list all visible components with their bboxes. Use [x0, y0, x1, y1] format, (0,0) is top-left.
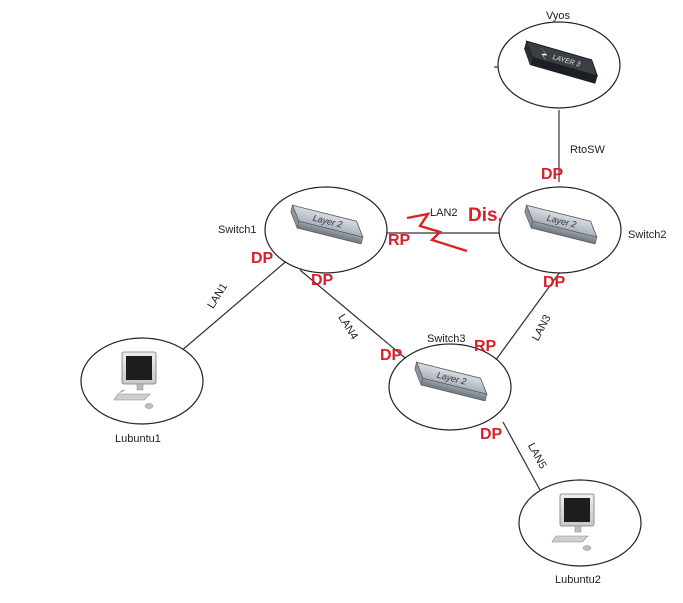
- broken-link-icon: [406, 212, 468, 253]
- port-sw2-lan2: Dis.: [468, 205, 503, 226]
- port-sw3-lan5: DP: [480, 426, 503, 443]
- link-lan1: [179, 257, 291, 353]
- link-lan5: [502, 421, 541, 491]
- port-sw1-lan1: DP: [251, 250, 274, 267]
- lubuntu2-computer-icon: [551, 493, 595, 551]
- switch3-label: Switch3: [427, 333, 466, 345]
- switch2-icon: Layer 2: [524, 204, 598, 245]
- port-sw1-lan4: DP: [311, 272, 334, 289]
- vyos-label: Vyos: [546, 10, 571, 22]
- link-label-rtosw: RtoSW: [570, 144, 605, 156]
- port-sw2-rtosw: DP: [541, 166, 564, 183]
- port-sw1-lan2: RP: [388, 232, 411, 249]
- port-sw3-lan3: RP: [474, 338, 497, 355]
- port-sw3-lan4: DP: [380, 347, 403, 364]
- link-lan3: [489, 271, 561, 369]
- router-icon: LAYER 3: [524, 40, 599, 84]
- lubuntu1-computer-icon: [113, 351, 157, 409]
- link-lan4: [299, 269, 411, 363]
- node-circles: [80, 21, 642, 567]
- switch1-icon: Layer 2: [290, 204, 364, 245]
- lubuntu1-label: Lubuntu1: [115, 433, 161, 445]
- switch2-label: Switch2: [628, 229, 667, 241]
- port-sw2-lan3: DP: [543, 274, 566, 291]
- links: [179, 66, 561, 491]
- link-label-lan2: LAN2: [430, 207, 458, 219]
- switch1-label: Switch1: [218, 224, 257, 236]
- switch3-icon: Layer 2: [414, 361, 488, 402]
- lubuntu2-label: Lubuntu2: [555, 574, 601, 586]
